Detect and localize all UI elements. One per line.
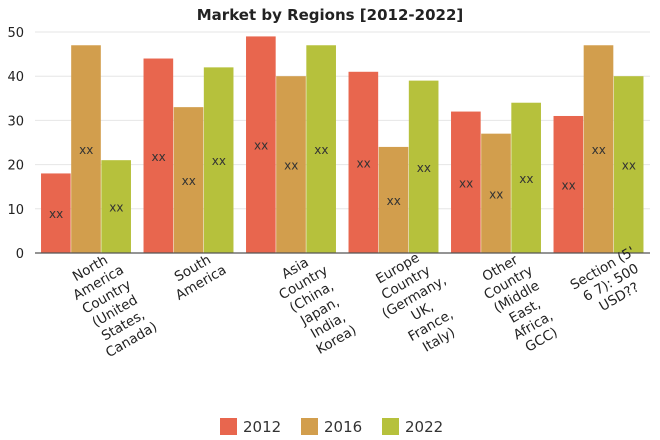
bar xyxy=(583,45,614,254)
legend-label: 2022 xyxy=(405,418,443,436)
y-tick-label: 30 xyxy=(7,114,24,129)
data-label: xx xyxy=(212,154,226,168)
legend-swatch xyxy=(301,418,318,435)
bar xyxy=(408,80,439,254)
legend-swatch xyxy=(220,418,237,435)
gridlines xyxy=(35,31,650,210)
y-tick-label: 0 xyxy=(16,247,24,262)
bar xyxy=(276,76,306,253)
data-labels: xx xx xx xx xx xx xx xx xx xx xx xx xx xx xx xx xx xx xyxy=(49,139,636,222)
y-tick-label: 20 xyxy=(7,159,24,174)
data-label: xx xyxy=(562,178,576,192)
data-label: xx xyxy=(417,161,431,175)
bar xyxy=(143,58,174,253)
bar xyxy=(101,160,131,253)
legend: 2012 2016 2022 xyxy=(220,418,443,436)
bar xyxy=(41,173,71,253)
data-label: xx xyxy=(357,156,371,170)
data-label: xx xyxy=(314,143,328,157)
bar xyxy=(378,146,409,253)
y-axis-tick-labels: 0 10 20 30 40 50 xyxy=(7,26,24,262)
bar xyxy=(71,45,101,254)
legend-label: 2016 xyxy=(324,418,362,436)
bar xyxy=(553,115,584,253)
bar xyxy=(173,107,204,253)
bar xyxy=(203,67,234,253)
data-label: xx xyxy=(459,176,473,190)
chart-title: Market by Regions [2012-2022] xyxy=(197,6,464,24)
data-label: xx xyxy=(109,201,123,215)
y-tick-label: 50 xyxy=(7,26,24,41)
legend-label: 2012 xyxy=(243,418,281,436)
y-tick-label: 10 xyxy=(7,203,24,218)
data-label: xx xyxy=(152,150,166,164)
data-label: xx xyxy=(592,143,606,157)
bar xyxy=(246,36,276,253)
data-label: xx xyxy=(622,159,636,173)
legend-swatch xyxy=(382,418,399,435)
bars xyxy=(41,36,644,254)
bar xyxy=(511,102,541,253)
data-label: xx xyxy=(79,143,93,157)
data-label: xx xyxy=(254,139,268,153)
data-label: xx xyxy=(284,159,298,173)
x-axis-category-labels: NorthAmericaCountry(UnitedStates,Canada)… xyxy=(70,244,642,361)
bar xyxy=(306,45,336,254)
y-tick-label: 40 xyxy=(7,70,24,85)
data-label: xx xyxy=(519,172,533,186)
data-label: xx xyxy=(489,187,503,201)
data-label: xx xyxy=(387,194,401,208)
bar xyxy=(451,111,481,253)
data-label: xx xyxy=(49,207,63,221)
bar xyxy=(348,71,379,253)
bar xyxy=(613,76,644,253)
bar xyxy=(481,133,511,253)
data-label: xx xyxy=(182,174,196,188)
